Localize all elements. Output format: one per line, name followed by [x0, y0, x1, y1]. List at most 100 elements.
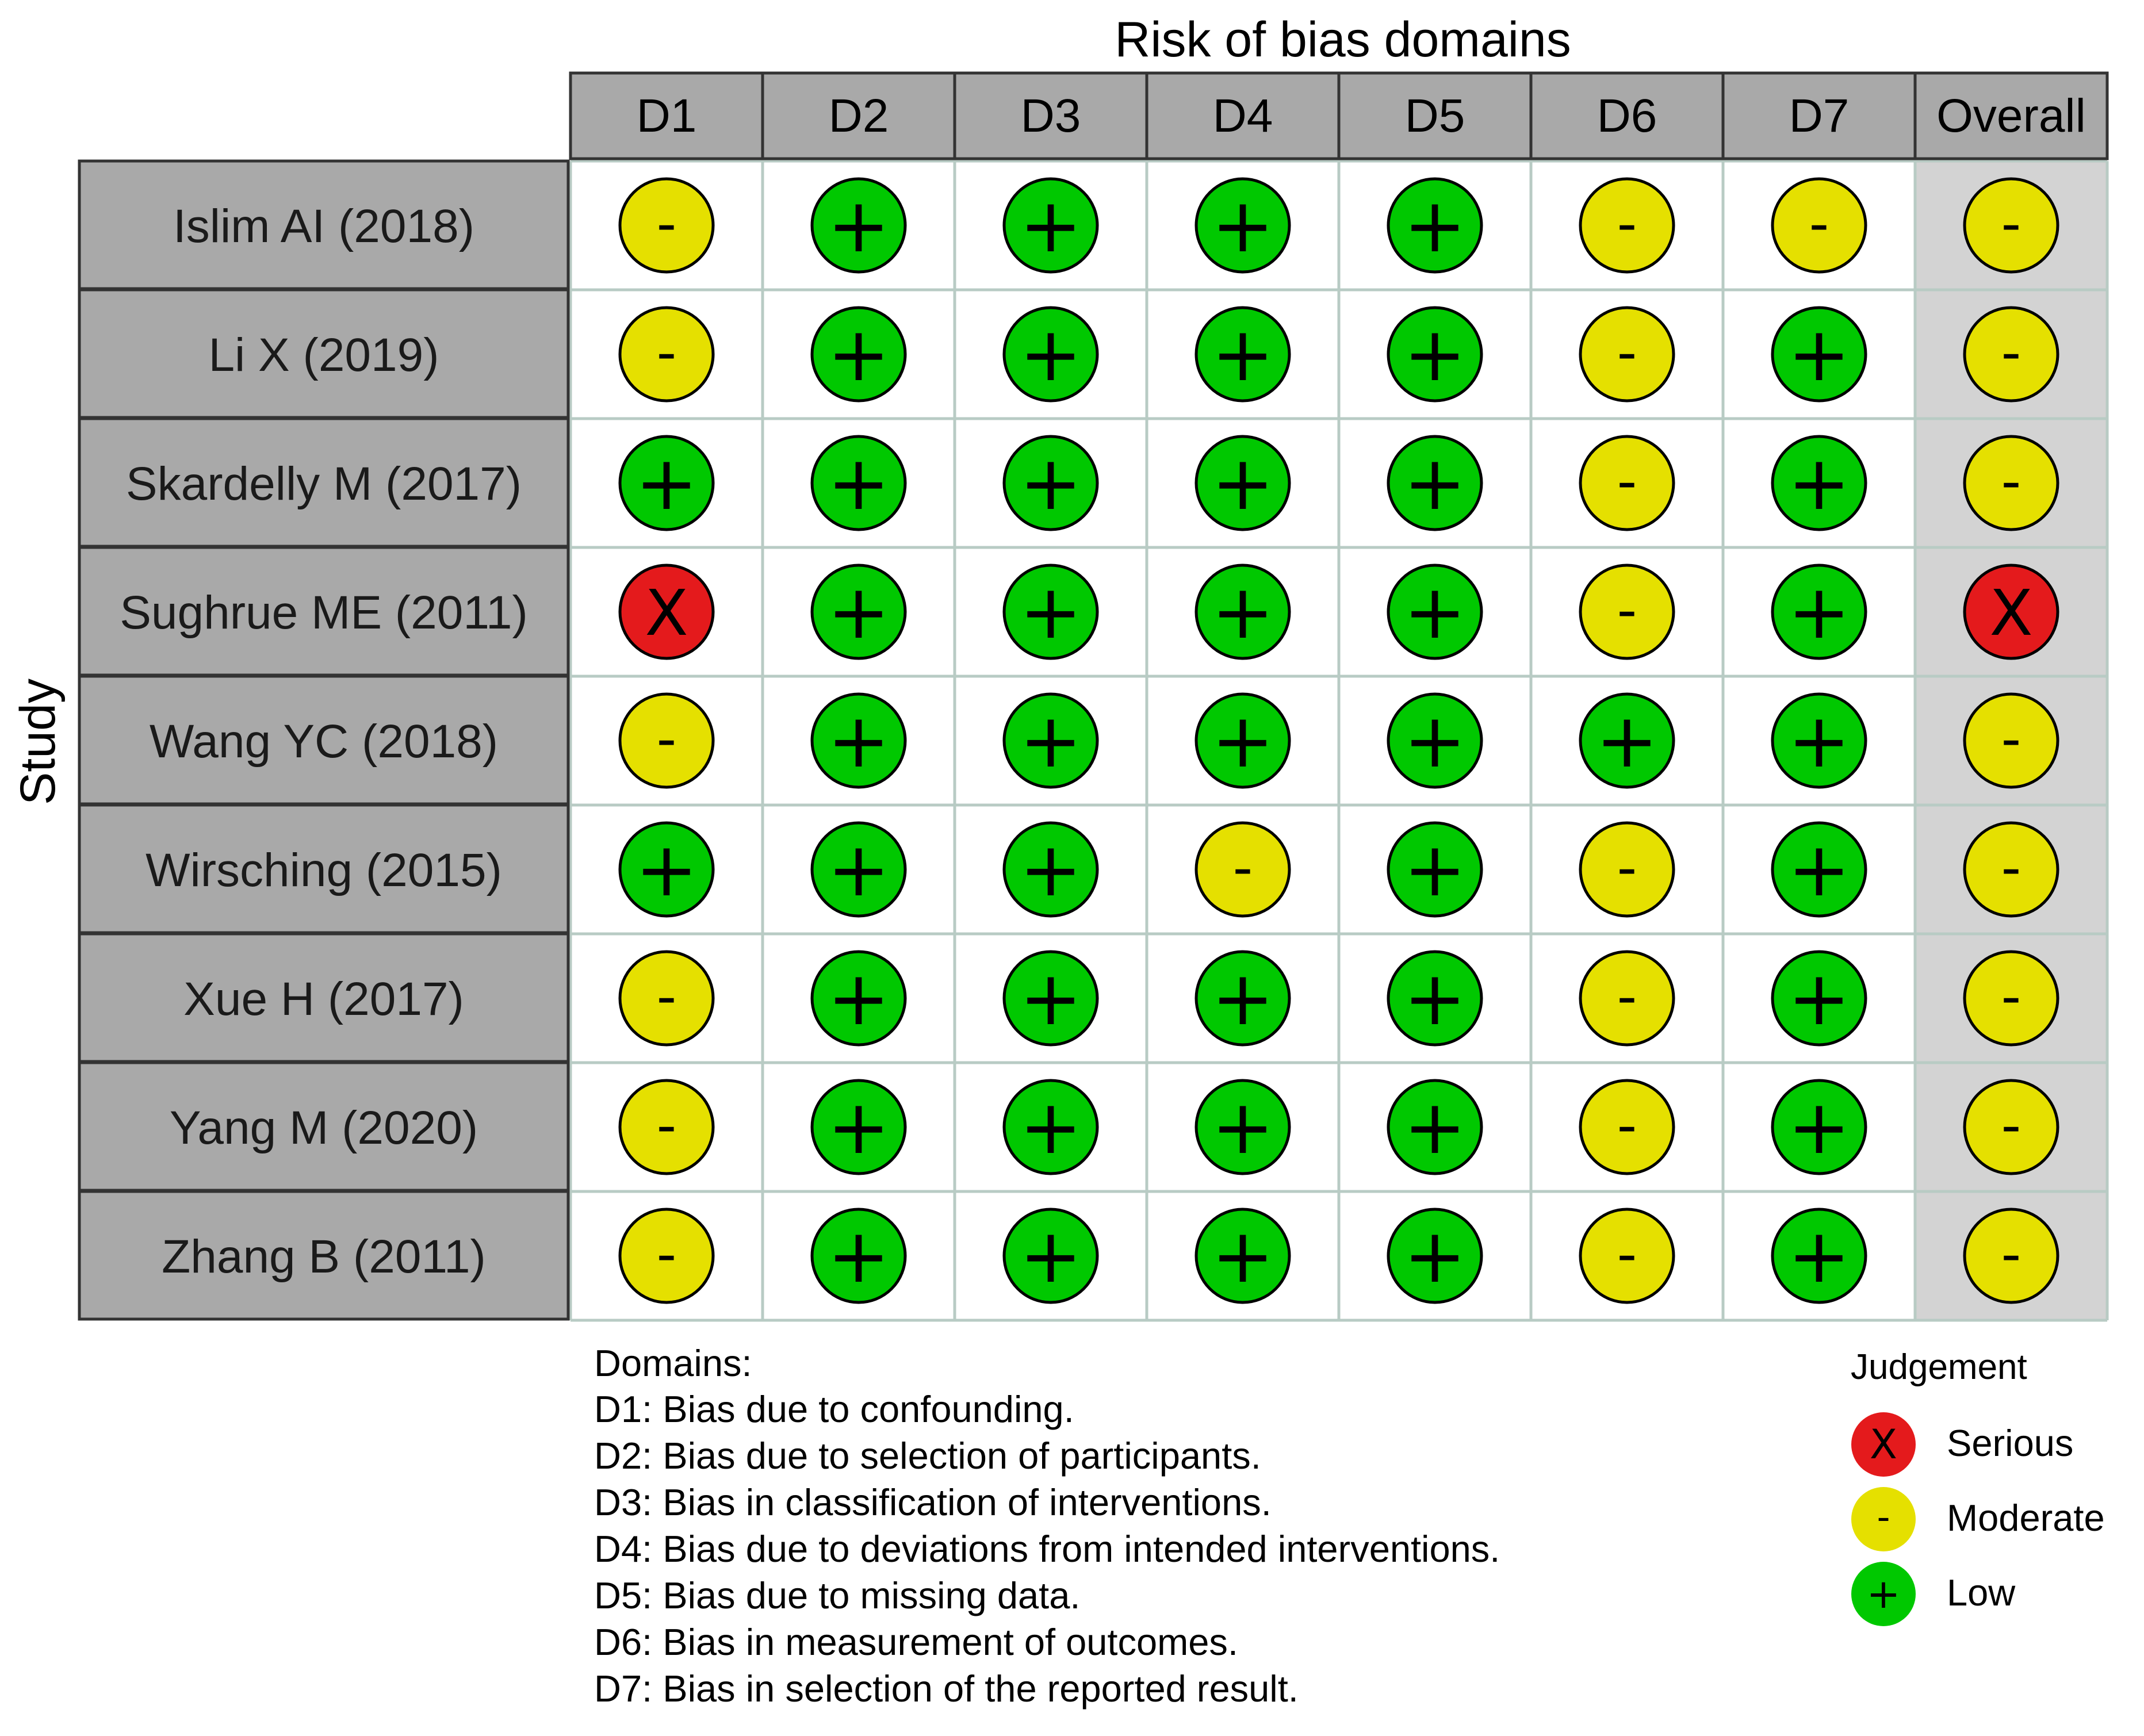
judgement-point-circle — [1963, 692, 2059, 789]
column-headers: D1 D2 D3 D4 D5 D6 D7 Overall — [569, 71, 2109, 160]
judgement-point: - — [618, 1079, 715, 1175]
judgement-point-symbol: + — [828, 1083, 890, 1171]
y-axis-label: Study — [10, 679, 66, 805]
judgement-point: - — [1579, 306, 1675, 403]
judgement-point-circle — [618, 692, 715, 789]
judgement-point-symbol: + — [1212, 697, 1274, 784]
study-label: Zhang B (2011) — [162, 1231, 486, 1283]
study-label: Li X (2019) — [208, 329, 439, 381]
judgement-point-symbol: - — [2001, 707, 2022, 771]
judgement-point: + — [618, 435, 715, 531]
judgement-point-symbol: - — [1809, 191, 1829, 256]
judgement-point: + — [1002, 306, 1099, 403]
judgement-point: - — [1579, 435, 1675, 531]
judgement-point-symbol: + — [828, 955, 890, 1042]
judgement-point-symbol: + — [1020, 826, 1082, 913]
judgement-point-symbol: + — [1788, 826, 1851, 913]
judgement-point: + — [1387, 564, 1483, 660]
judgement-point: + — [1771, 692, 1867, 789]
judgement-point: + — [1194, 177, 1291, 274]
judgement-points: - + + + + - - - - + + + + - + - + + + + + - + - X + + + + - + X - + + + + + + -… — [618, 177, 2059, 1304]
judgement-point-symbol: + — [1212, 568, 1274, 656]
judgement-point: + — [1002, 177, 1099, 274]
judgement-point: - — [618, 177, 715, 274]
judgement-point-symbol: + — [1212, 1212, 1274, 1300]
judgement-point: + — [1194, 1079, 1291, 1175]
judgement-point-symbol: - — [657, 964, 677, 1029]
judgement-point-circle — [1387, 435, 1483, 531]
judgement-point-circle — [1002, 821, 1099, 918]
judgement-point-symbol: + — [828, 826, 890, 913]
judgement-point-circle — [1194, 821, 1291, 918]
judgement-point-symbol: - — [2001, 1093, 2022, 1158]
judgement-point-circle — [1579, 1079, 1675, 1175]
judgement-point-circle — [1579, 950, 1675, 1047]
judgement-point: + — [1771, 821, 1867, 918]
judgement-point-symbol: + — [1212, 182, 1274, 269]
judgement-point-symbol: + — [1020, 439, 1082, 527]
judgement-point: - — [1579, 1079, 1675, 1175]
column-header-cell — [1145, 71, 1341, 160]
judgement-point: + — [1771, 950, 1867, 1047]
judgement-point-circle — [810, 1079, 907, 1175]
judgement-point-symbol: + — [1212, 955, 1274, 1042]
judgement-point-circle — [1963, 435, 2059, 531]
judgement-point: + — [1387, 821, 1483, 918]
study-label-cell — [78, 932, 570, 1063]
column-header-label: D7 — [1789, 90, 1850, 142]
judgement-point-circle — [1963, 306, 2059, 403]
judgement-point-circle — [1194, 177, 1291, 274]
judgement-point-symbol: + — [828, 1212, 890, 1300]
judgement-point-circle — [1002, 306, 1099, 403]
judgement-point-symbol: + — [1404, 955, 1467, 1042]
judgement-point: - — [618, 1208, 715, 1304]
judgement-point-symbol: - — [1233, 836, 1253, 900]
judgement-point: + — [1771, 306, 1867, 403]
judgement-point-symbol: + — [1020, 955, 1082, 1042]
judgement-point-symbol: + — [1404, 697, 1467, 784]
judgement-point: + — [1387, 1079, 1483, 1175]
judgement-point-circle — [1963, 1079, 2059, 1175]
judgement-point-symbol: - — [1617, 836, 1637, 900]
judgement-point-circle — [1387, 306, 1483, 403]
judgement-point: - — [1579, 177, 1675, 274]
judgement-point-circle — [618, 821, 715, 918]
judgement-point-symbol: - — [2001, 1222, 2022, 1286]
judgement-point: - — [1579, 1208, 1675, 1304]
judgement-point-symbol: - — [657, 1222, 677, 1286]
judgement-point: - — [1579, 821, 1675, 918]
judgement-point: - — [618, 306, 715, 403]
judgement-point-circle — [810, 564, 907, 660]
judgement-point-circle — [1387, 692, 1483, 789]
judgement-point-symbol: + — [1020, 182, 1082, 269]
judgement-point: + — [1387, 950, 1483, 1047]
judgement-point-circle — [1963, 821, 2059, 918]
judgement-point-circle — [618, 1079, 715, 1175]
judgement-point: + — [1002, 1208, 1099, 1304]
judgement-point: - — [1579, 950, 1675, 1047]
judgement-point-circle — [1194, 692, 1291, 789]
judgement-point-symbol: + — [828, 439, 890, 527]
judgement-point: X — [618, 564, 715, 660]
judgement-point-circle — [1771, 177, 1867, 274]
study-labels: Islim AI (2018) Li X (2019) Skardelly M (2… — [78, 159, 570, 1321]
judgement-point: + — [1194, 564, 1291, 660]
judgement-point-symbol: - — [1617, 578, 1637, 642]
judgement-point-symbol: + — [1020, 697, 1082, 784]
judgement-point: - — [1194, 821, 1291, 918]
column-header-label: D1 — [637, 90, 697, 142]
judgement-point-symbol: - — [1617, 1093, 1637, 1158]
judgement-point-symbol: + — [1596, 697, 1659, 784]
study-label: Skardelly M (2017) — [126, 458, 522, 510]
judgement-point-circle — [1579, 435, 1675, 531]
study-label: Sughrue ME (2011) — [120, 587, 528, 639]
judgement-point-circle — [810, 1208, 907, 1304]
judgement-point-symbol: + — [1212, 1083, 1274, 1171]
judgement-point-symbol: - — [2001, 964, 2022, 1029]
judgement-point: + — [1579, 692, 1675, 789]
judgement-point-circle — [618, 435, 715, 531]
judgement-point: + — [1387, 306, 1483, 403]
study-label: Wirsching (2015) — [146, 844, 502, 896]
judgement-point: + — [1387, 692, 1483, 789]
judgement-point-circle — [1194, 1208, 1291, 1304]
